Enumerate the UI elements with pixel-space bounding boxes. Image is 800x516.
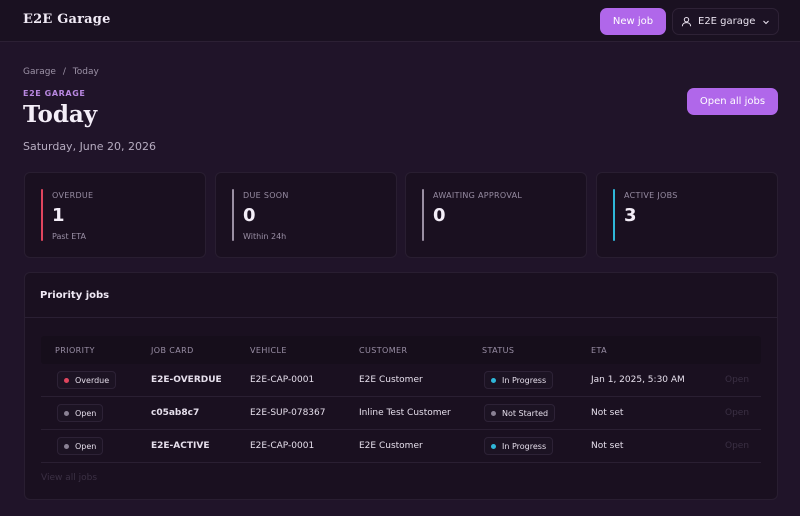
brand-logo[interactable]: E2E Garage (23, 12, 111, 27)
page-title: Today (23, 101, 98, 128)
stat-subtext: Within 24h (243, 232, 287, 241)
stat-accent-bar (232, 189, 234, 241)
table-row[interactable]: Open c05ab8c7 E2E-SUP-078367 Inline Test… (41, 397, 761, 430)
eta: Not set (591, 408, 624, 418)
status-label: In Progress (502, 441, 547, 451)
job-card: E2E-ACTIVE (151, 441, 210, 451)
customer: E2E Customer (359, 441, 423, 451)
priority-dot (64, 443, 69, 449)
stat-card-active-jobs[interactable]: ACTIVE JOBS 3 (596, 172, 778, 258)
stat-value: 0 (243, 205, 256, 226)
table-row[interactable]: Overdue E2E-OVERDUE E2E-CAP-0001 E2E Cus… (41, 364, 761, 397)
status-label: In Progress (502, 375, 547, 385)
column-header-job-card: JOB CARD (151, 346, 194, 355)
stat-label: DUE SOON (243, 191, 289, 200)
job-card: c05ab8c7 (151, 408, 200, 418)
stat-subtext: Past ETA (52, 232, 87, 241)
column-header-priority: PRIORITY (55, 346, 95, 355)
job-card: E2E-OVERDUE (151, 375, 222, 385)
status-badge: Not Started (484, 404, 556, 422)
priority-label: Open (75, 441, 97, 451)
top-bar: E2E Garage New job E2E garage (0, 0, 800, 42)
priority-jobs-panel: Priority jobs PRIORITY JOB CARD VEHICLE … (24, 272, 778, 500)
vehicle: E2E-CAP-0001 (250, 441, 315, 451)
column-header-vehicle: VEHICLE (250, 346, 287, 355)
status-badge: In Progress (484, 437, 554, 455)
priority-label: Overdue (75, 375, 110, 385)
priority-badge: Open (57, 404, 104, 422)
stat-label: ACTIVE JOBS (624, 191, 678, 200)
user-icon (681, 16, 692, 27)
eta: Not set (591, 441, 624, 451)
priority-dot (64, 410, 69, 416)
stat-accent-bar (41, 189, 43, 241)
open-job-link[interactable]: Open (725, 375, 750, 385)
stat-card-due-soon[interactable]: DUE SOON 0 Within 24h (215, 172, 397, 258)
status-dot (491, 377, 496, 383)
open-job-link[interactable]: Open (725, 441, 750, 451)
customer: E2E Customer (359, 375, 423, 385)
open-job-link[interactable]: Open (725, 408, 750, 418)
panel-title: Priority jobs (40, 290, 110, 301)
priority-badge: Overdue (57, 371, 117, 389)
stat-card-overdue[interactable]: OVERDUE 1 Past ETA (24, 172, 206, 258)
stat-card-awaiting-approval[interactable]: AWAITING APPROVAL 0 (405, 172, 587, 258)
account-menu[interactable]: E2E garage (672, 8, 779, 35)
open-all-jobs-button[interactable]: Open all jobs (687, 88, 778, 115)
status-dot (491, 410, 496, 416)
stat-value: 0 (433, 205, 446, 226)
column-header-eta: ETA (591, 346, 607, 355)
chevron-down-icon (763, 20, 770, 24)
priority-label: Open (75, 408, 97, 418)
current-date: Saturday, June 20, 2026 (23, 140, 156, 153)
garage-eyebrow: E2E GARAGE (23, 89, 86, 98)
status-label: Not Started (502, 408, 549, 418)
stat-value: 3 (624, 205, 637, 226)
view-all-jobs-link[interactable]: View all jobs (41, 473, 98, 483)
status-badge: In Progress (484, 371, 554, 389)
vehicle: E2E-SUP-078367 (250, 408, 326, 418)
breadcrumb: Garage / Today (23, 67, 103, 77)
eta: Jan 1, 2025, 5:30 AM (591, 375, 685, 385)
table-row[interactable]: Open E2E-ACTIVE E2E-CAP-0001 E2E Custome… (41, 430, 761, 463)
priority-dot (64, 377, 69, 383)
stat-value: 1 (52, 205, 65, 226)
column-header-status: STATUS (482, 346, 515, 355)
stat-accent-bar (422, 189, 424, 241)
account-name: E2E garage (698, 16, 756, 27)
vehicle: E2E-CAP-0001 (250, 375, 315, 385)
new-job-button[interactable]: New job (600, 8, 666, 35)
table-header: PRIORITY JOB CARD VEHICLE CUSTOMER STATU… (41, 336, 761, 364)
divider (25, 317, 777, 318)
column-header-customer: CUSTOMER (359, 346, 408, 355)
stat-accent-bar (613, 189, 615, 241)
status-dot (491, 443, 496, 449)
customer: Inline Test Customer (359, 408, 451, 418)
breadcrumb-separator: / (62, 67, 66, 77)
priority-badge: Open (57, 437, 104, 455)
breadcrumb-garage[interactable]: Garage (23, 67, 56, 77)
stat-label: OVERDUE (52, 191, 94, 200)
breadcrumb-today: Today (72, 67, 99, 77)
stat-label: AWAITING APPROVAL (433, 191, 523, 200)
